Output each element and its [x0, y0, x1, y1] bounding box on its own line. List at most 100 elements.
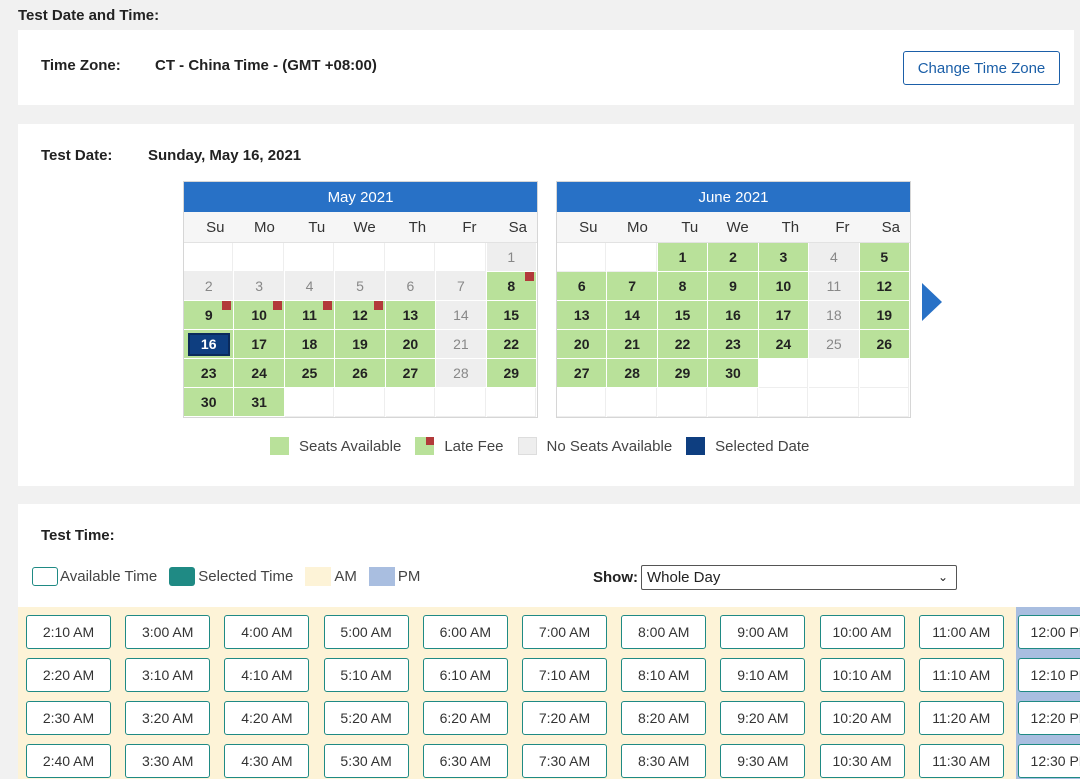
- time-slot-button[interactable]: 12:10 PM: [1018, 658, 1080, 692]
- calendar-day-late-fee[interactable]: 12: [335, 301, 385, 330]
- time-slot-button[interactable]: 5:20 AM: [323, 701, 409, 735]
- calendar-day-available[interactable]: 15: [486, 301, 536, 330]
- time-slot-button[interactable]: 7:20 AM: [522, 701, 607, 735]
- calendar-day-available[interactable]: 20: [385, 330, 436, 359]
- time-slot-button[interactable]: 7:00 AM: [522, 615, 607, 649]
- time-slot-button[interactable]: 10:20 AM: [819, 701, 905, 735]
- calendar-day-available[interactable]: 31: [234, 388, 284, 417]
- calendar-day-no-seats: 11: [809, 272, 859, 301]
- time-slot-button[interactable]: 6:20 AM: [422, 701, 508, 735]
- time-slot-button[interactable]: 7:10 AM: [522, 658, 607, 692]
- time-slot-button[interactable]: 8:20 AM: [621, 701, 707, 735]
- test-time-label: Test Time:: [41, 527, 115, 544]
- time-slot-button[interactable]: 10:30 AM: [819, 744, 905, 778]
- calendar-day-available[interactable]: 13: [557, 301, 607, 330]
- weekday-label: Sa: [486, 212, 537, 243]
- time-slot-button[interactable]: 5:30 AM: [323, 744, 409, 778]
- calendar-day-available[interactable]: 28: [607, 359, 657, 388]
- calendar-day-available[interactable]: 19: [859, 301, 909, 330]
- time-slot-button[interactable]: 11:30 AM: [918, 744, 1004, 778]
- calendar-day-available[interactable]: 25: [284, 359, 335, 388]
- time-slot-button[interactable]: 9:00 AM: [720, 615, 806, 649]
- calendar-day-available[interactable]: 16: [708, 301, 758, 330]
- calendar-day-available[interactable]: 27: [557, 359, 607, 388]
- time-slot-button[interactable]: 3:10 AM: [125, 658, 211, 692]
- calendar-day-available[interactable]: 6: [557, 272, 607, 301]
- calendar-day-available[interactable]: 17: [234, 330, 284, 359]
- time-slot-button[interactable]: 6:00 AM: [422, 615, 508, 649]
- time-slot-button[interactable]: 9:30 AM: [720, 744, 806, 778]
- time-slot-button[interactable]: 6:10 AM: [422, 658, 508, 692]
- time-slot-button[interactable]: 2:40 AM: [26, 744, 111, 778]
- time-slot-button[interactable]: 5:10 AM: [323, 658, 409, 692]
- calendar-day-late-fee[interactable]: 8: [486, 272, 536, 301]
- time-slot-button[interactable]: 9:10 AM: [720, 658, 806, 692]
- calendar-day-late-fee[interactable]: 9: [184, 301, 234, 330]
- calendar-day-available[interactable]: 15: [657, 301, 708, 330]
- calendar-day-available[interactable]: 13: [385, 301, 436, 330]
- calendar-day-available[interactable]: 9: [708, 272, 758, 301]
- time-slot-button[interactable]: 6:30 AM: [422, 744, 508, 778]
- calendar-day-available[interactable]: 24: [758, 330, 809, 359]
- time-slot-button[interactable]: 2:20 AM: [26, 658, 111, 692]
- calendar-empty-cell: [859, 359, 909, 388]
- time-slot-button[interactable]: 11:00 AM: [918, 615, 1004, 649]
- calendar-day-available[interactable]: 19: [335, 330, 385, 359]
- next-month-arrow-icon[interactable]: [922, 283, 942, 321]
- calendar-day-available[interactable]: 29: [486, 359, 536, 388]
- calendar-day-selected[interactable]: 16: [184, 330, 234, 359]
- calendar-day-available[interactable]: 23: [184, 359, 234, 388]
- calendar-day-available[interactable]: 10: [758, 272, 809, 301]
- calendar-day-available[interactable]: 5: [859, 243, 909, 272]
- calendar-day-available[interactable]: 30: [184, 388, 234, 417]
- time-slot-button[interactable]: 2:30 AM: [26, 701, 111, 735]
- calendar-day-available[interactable]: 1: [657, 243, 708, 272]
- time-slot-button[interactable]: 10:10 AM: [819, 658, 905, 692]
- late-fee-marker-icon: [524, 272, 534, 281]
- time-slot-button[interactable]: 3:00 AM: [125, 615, 211, 649]
- change-time-zone-button[interactable]: Change Time Zone: [903, 51, 1060, 85]
- time-slot-button[interactable]: 3:30 AM: [125, 744, 211, 778]
- calendar-day-available[interactable]: 3: [758, 243, 809, 272]
- calendar-day-late-fee[interactable]: 10: [234, 301, 284, 330]
- weekday-label: We: [708, 212, 759, 243]
- time-slot-button[interactable]: 4:00 AM: [224, 615, 310, 649]
- time-slot-button[interactable]: 2:10 AM: [26, 615, 111, 649]
- time-slot-button[interactable]: 9:20 AM: [720, 701, 806, 735]
- time-slot-button[interactable]: 4:20 AM: [224, 701, 310, 735]
- calendar-day-available[interactable]: 14: [607, 301, 657, 330]
- calendar-day-available[interactable]: 27: [385, 359, 436, 388]
- time-slot-button[interactable]: 4:10 AM: [224, 658, 310, 692]
- calendar-day-available[interactable]: 30: [708, 359, 758, 388]
- time-slot-button[interactable]: 8:00 AM: [621, 615, 707, 649]
- calendar-day-available[interactable]: 23: [708, 330, 758, 359]
- calendar-day-available[interactable]: 26: [335, 359, 385, 388]
- time-slot-button[interactable]: 5:00 AM: [323, 615, 409, 649]
- time-slot-button[interactable]: 12:30 PM: [1018, 744, 1080, 778]
- time-slot-button[interactable]: 3:20 AM: [125, 701, 211, 735]
- calendar-day-available[interactable]: 20: [557, 330, 607, 359]
- time-slot-button[interactable]: 4:30 AM: [224, 744, 310, 778]
- time-slot-button[interactable]: 8:30 AM: [621, 744, 707, 778]
- time-slot-button[interactable]: 10:00 AM: [819, 615, 905, 649]
- calendar-day-late-fee[interactable]: 11: [284, 301, 335, 330]
- calendar-day-available[interactable]: 22: [657, 330, 708, 359]
- time-slot-button[interactable]: 7:30 AM: [522, 744, 607, 778]
- calendar-day-available[interactable]: 24: [234, 359, 284, 388]
- calendar-day-available[interactable]: 18: [284, 330, 335, 359]
- time-slot-button[interactable]: 12:00 PM: [1018, 615, 1080, 649]
- time-slot-button[interactable]: 11:10 AM: [918, 658, 1004, 692]
- show-select[interactable]: Whole Day ⌄: [641, 565, 957, 590]
- calendar-day-available[interactable]: 29: [657, 359, 708, 388]
- calendar-day-available[interactable]: 26: [859, 330, 909, 359]
- time-slot-button[interactable]: 12:20 PM: [1018, 701, 1080, 735]
- calendar-day-available[interactable]: 2: [708, 243, 758, 272]
- calendar-day-available[interactable]: 17: [758, 301, 809, 330]
- time-slot-button[interactable]: 11:20 AM: [918, 701, 1004, 735]
- calendar-day-available[interactable]: 22: [486, 330, 536, 359]
- calendar-day-available[interactable]: 8: [657, 272, 708, 301]
- calendar-day-available[interactable]: 21: [607, 330, 657, 359]
- time-slot-button[interactable]: 8:10 AM: [621, 658, 707, 692]
- calendar-day-available[interactable]: 7: [607, 272, 657, 301]
- calendar-day-available[interactable]: 12: [859, 272, 909, 301]
